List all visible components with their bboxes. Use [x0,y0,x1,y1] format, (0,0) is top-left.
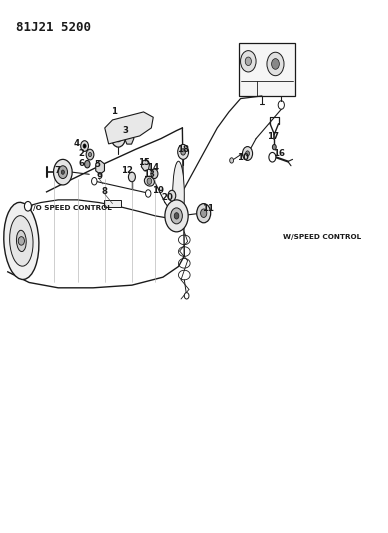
Circle shape [86,149,94,160]
Ellipse shape [4,203,39,279]
Polygon shape [239,43,295,96]
Circle shape [184,293,189,299]
Text: 16: 16 [273,149,284,158]
Text: 7: 7 [54,166,61,175]
Circle shape [267,52,284,76]
Text: 8: 8 [102,188,108,196]
Circle shape [165,200,188,232]
Circle shape [272,144,276,150]
Circle shape [111,128,125,147]
Text: 17: 17 [267,132,279,141]
Circle shape [242,147,253,160]
Text: 5: 5 [95,160,101,168]
Ellipse shape [16,230,26,252]
Circle shape [173,208,180,218]
Text: 15: 15 [138,158,150,166]
Text: 9: 9 [96,173,102,181]
Circle shape [146,190,151,197]
Text: 18: 18 [178,145,189,154]
Circle shape [201,209,207,217]
Circle shape [18,237,24,245]
Circle shape [230,158,234,163]
Text: 20: 20 [161,193,173,201]
Circle shape [85,160,90,168]
Polygon shape [104,200,121,207]
Circle shape [241,51,256,72]
Polygon shape [141,159,150,171]
Circle shape [197,204,211,223]
Ellipse shape [144,176,154,186]
Circle shape [88,152,92,157]
Circle shape [58,166,68,179]
Text: 1: 1 [111,107,118,116]
Polygon shape [125,133,134,144]
Circle shape [92,177,97,185]
Circle shape [24,201,31,211]
Circle shape [54,159,72,185]
Polygon shape [96,160,104,174]
Text: 81J21 5200: 81J21 5200 [16,21,90,34]
Circle shape [83,144,86,148]
Text: W/O SPEED CONTROL: W/O SPEED CONTROL [25,205,112,211]
Text: 6: 6 [78,159,85,167]
Circle shape [272,59,279,69]
Circle shape [245,57,251,66]
Polygon shape [105,112,153,144]
Circle shape [147,178,152,184]
Circle shape [269,152,276,162]
Text: 4: 4 [73,140,80,148]
Circle shape [115,133,121,142]
Circle shape [81,141,88,151]
Text: 13: 13 [143,171,155,179]
Text: 11: 11 [202,205,214,213]
Text: W/SPEED CONTROL: W/SPEED CONTROL [283,234,361,240]
Circle shape [151,169,158,179]
Text: 14: 14 [147,163,159,172]
Circle shape [178,144,189,159]
Ellipse shape [10,216,33,266]
Circle shape [181,149,185,155]
Circle shape [174,213,179,219]
Circle shape [128,172,135,182]
Text: 10: 10 [237,154,248,162]
Circle shape [246,151,249,156]
Text: 19: 19 [152,187,164,195]
Circle shape [168,190,176,201]
Circle shape [61,170,64,174]
Ellipse shape [173,161,184,228]
Text: 2: 2 [78,149,85,158]
Circle shape [171,208,182,224]
Text: 3: 3 [123,126,129,134]
Text: 12: 12 [121,166,133,175]
